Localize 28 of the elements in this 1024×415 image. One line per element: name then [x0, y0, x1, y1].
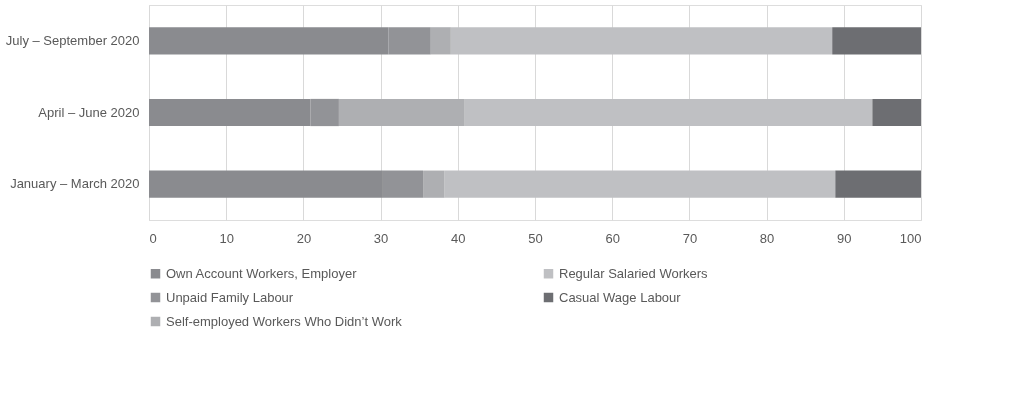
x-tick-label: 30 [373, 230, 389, 246]
legend-label: Self-employed Workers Who Didn’t Work [166, 313, 403, 329]
bar [444, 170, 836, 198]
bar [872, 98, 921, 127]
x-tick-label: 70 [682, 230, 698, 246]
bar [423, 170, 445, 198]
x-tick-label: 0 [149, 230, 157, 246]
bar [450, 27, 833, 55]
legend-label: Own Account Workers, Employer [166, 265, 358, 281]
x-tick-label: 80 [759, 230, 775, 246]
legend-label: Casual Wage Labour [559, 289, 682, 305]
legend-label: Unpaid Family Labour [166, 289, 294, 305]
bar [464, 98, 873, 127]
bar [430, 27, 451, 55]
x-tick-label: 20 [296, 230, 312, 246]
bar [338, 98, 465, 127]
y-tick-label: April – June 2020 [38, 104, 140, 120]
x-tick-label: 50 [528, 230, 543, 246]
x-tick-label: 40 [451, 230, 466, 246]
x-tick-label: 60 [605, 230, 620, 246]
legend-label: Regular Salaried Workers [559, 265, 709, 281]
y-tick-label: January – March 2020 [10, 176, 140, 192]
y-tick-label: July – September 2020 [5, 32, 140, 48]
x-tick-label: 90 [837, 230, 852, 246]
x-tick-label: 100 [899, 230, 922, 246]
bar [832, 27, 921, 55]
bar [835, 170, 921, 198]
x-tick-label: 10 [219, 230, 234, 246]
